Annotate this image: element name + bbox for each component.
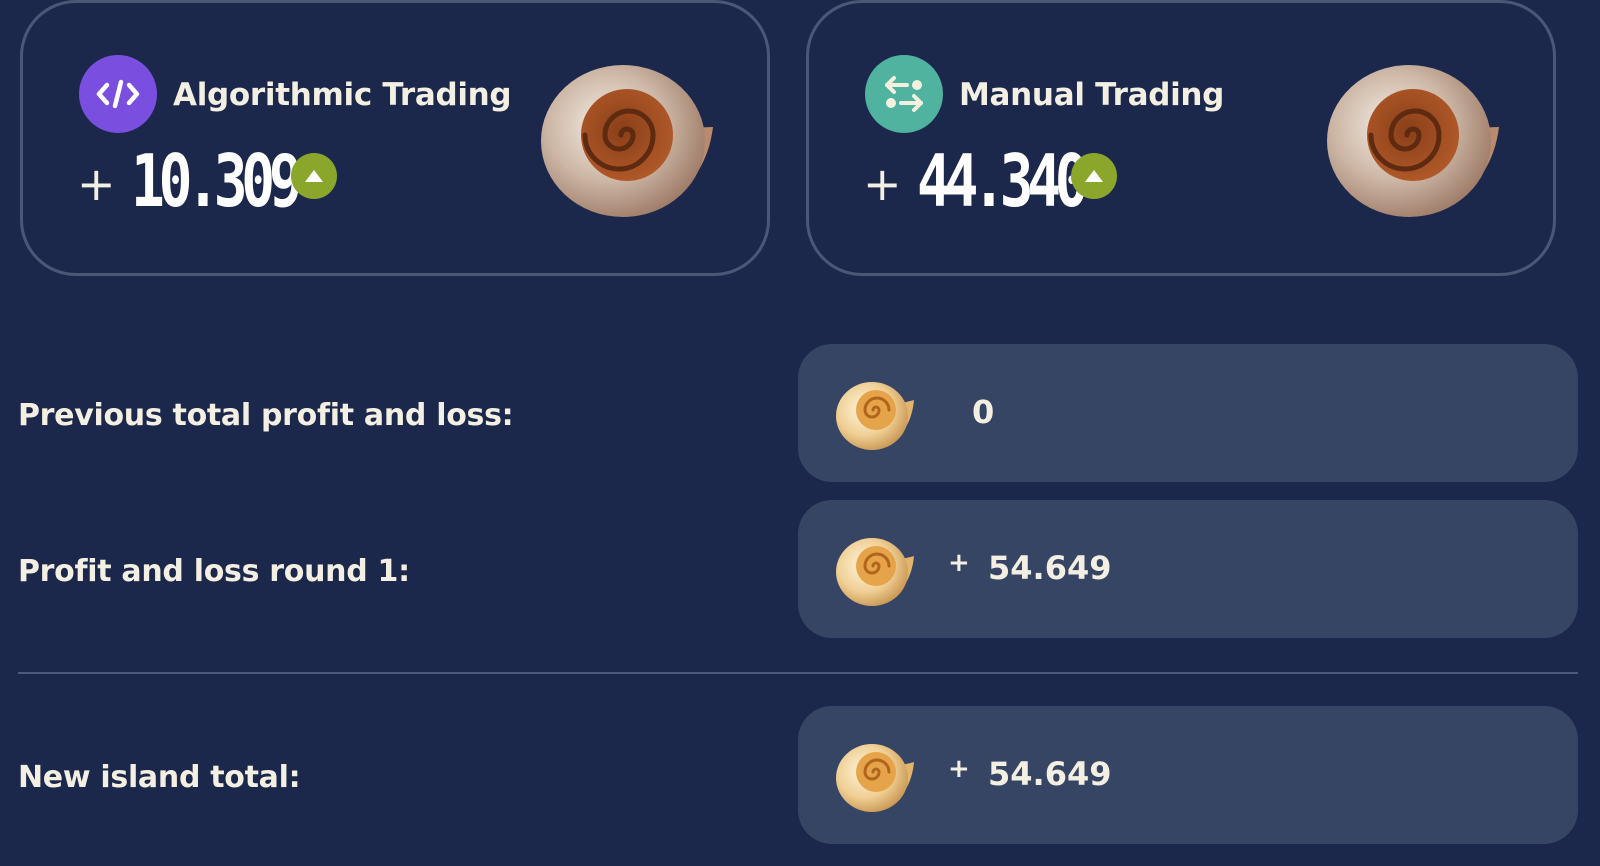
card-value: 44.340 — [917, 139, 1089, 223]
seashell-icon — [541, 65, 713, 217]
manual-trading-card: Manual Trading + 44.340 — [806, 0, 1556, 276]
trend-up-icon — [291, 153, 337, 199]
card-value: 10.309 — [131, 139, 303, 223]
code-icon — [79, 55, 157, 133]
seashell-icon — [836, 538, 914, 606]
new-island-total-value-box: + 54.649 — [798, 706, 1578, 844]
algorithmic-trading-card: Algorithmic Trading + 10.309 — [20, 0, 770, 276]
previous-total-value-box: 0 — [798, 344, 1578, 482]
round-1-label: Profit and loss round 1: — [18, 554, 410, 589]
seashell-icon — [1327, 65, 1499, 217]
previous-total-label: Previous total profit and loss: — [18, 398, 514, 433]
card-title: Manual Trading — [959, 77, 1225, 113]
divider — [18, 672, 1578, 674]
new-island-total-label: New island total: — [18, 760, 301, 795]
round-1-value-box: + 54.649 — [798, 500, 1578, 638]
trend-up-icon — [1071, 153, 1117, 199]
card-sign: + — [77, 157, 116, 211]
card-sign: + — [863, 157, 902, 211]
value-amount: 0 — [972, 393, 995, 431]
value-sign: + — [948, 754, 970, 784]
value-amount: 54.649 — [988, 755, 1112, 793]
seashell-icon — [836, 382, 914, 450]
seashell-icon — [836, 744, 914, 812]
card-title: Algorithmic Trading — [173, 77, 512, 113]
swap-arrows-icon — [865, 55, 943, 133]
value-amount: 54.649 — [988, 549, 1112, 587]
value-sign: + — [948, 548, 970, 578]
